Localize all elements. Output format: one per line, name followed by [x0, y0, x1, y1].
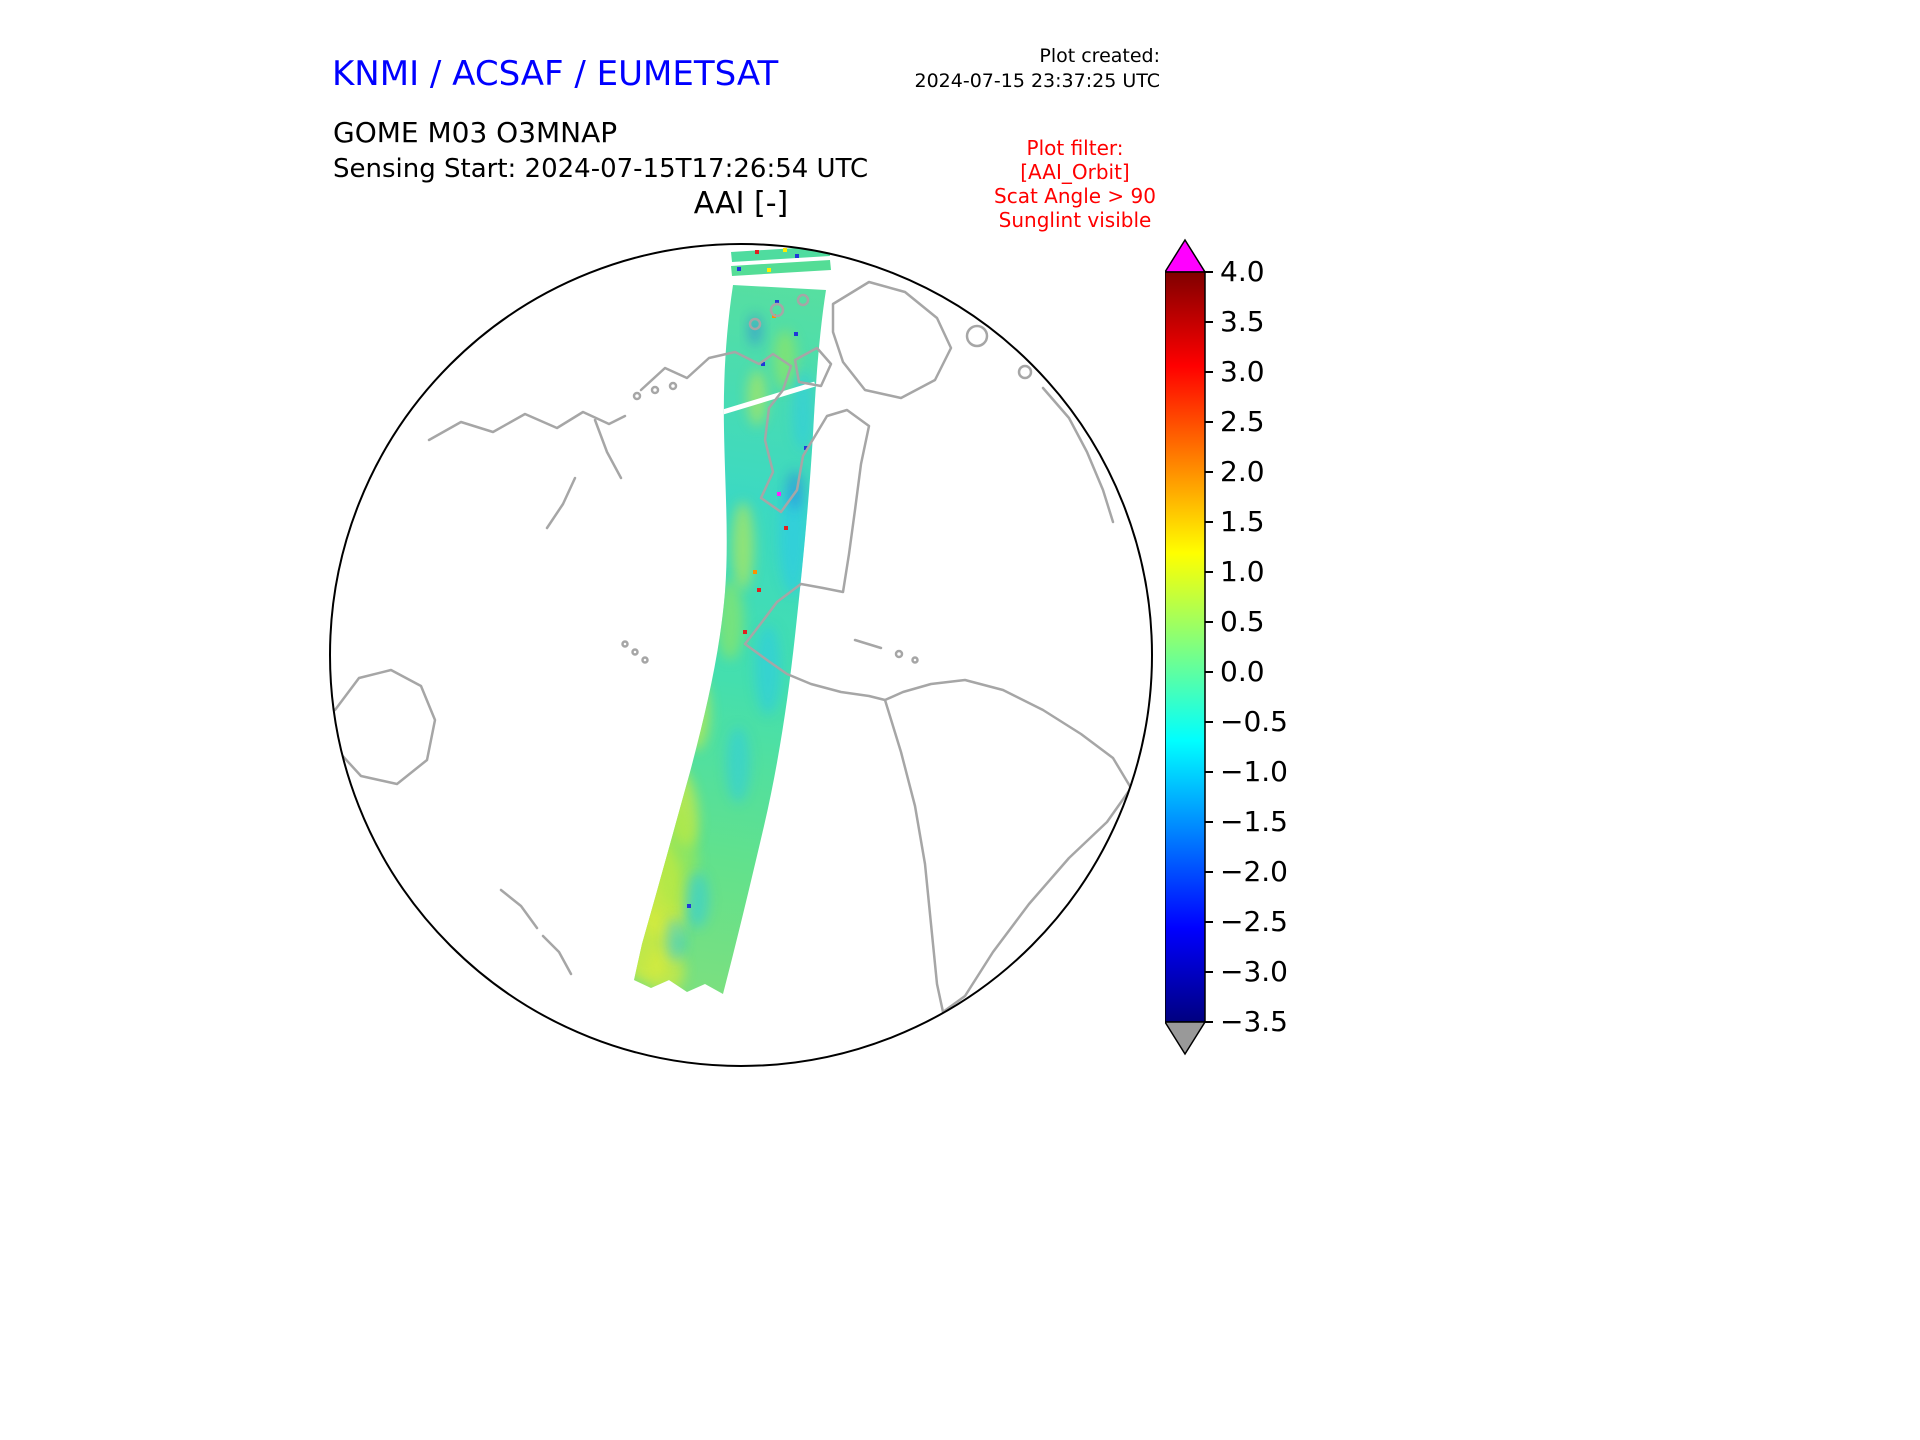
- globe-map: [329, 243, 1153, 1067]
- variable-title: AAI [-]: [693, 186, 789, 221]
- colorbar-tick-label: 3.5: [1220, 305, 1265, 338]
- plot-created: Plot created: 2024-07-15 23:37:25 UTC: [850, 44, 1161, 94]
- colorbar-gradient: [1165, 271, 1206, 1023]
- colorbar-over-arrow: [1165, 238, 1207, 273]
- colorbar-tick-label: −1.0: [1220, 755, 1288, 788]
- colorbar-tick-label: −1.5: [1220, 805, 1288, 838]
- plot-filter-label: Plot filter:: [1026, 136, 1124, 160]
- colorbar-tick-label: 2.0: [1220, 455, 1265, 488]
- coastline-kamchatka: [593, 418, 623, 480]
- coastline-japan: [545, 476, 577, 530]
- colorbar-tick-label: −3.0: [1220, 955, 1288, 988]
- plot-filter-line: Sunglint visible: [998, 208, 1152, 232]
- colorbar-tick-label: −3.5: [1220, 1005, 1288, 1038]
- globe-outline: [329, 243, 1153, 1067]
- colorbar-tick-label: −0.5: [1220, 705, 1288, 738]
- colorbar-tick-label: 1.0: [1220, 555, 1265, 588]
- plot-created-label: Plot created:: [1039, 45, 1160, 67]
- coastline-asia: [427, 410, 627, 442]
- coastline-north-america: [639, 350, 887, 702]
- colorbar-tick-label: 3.0: [1220, 355, 1265, 388]
- colorbar-tick-label: 2.5: [1220, 405, 1265, 438]
- swath-data-gap: [722, 381, 816, 415]
- aai-swath: [634, 285, 826, 994]
- coastline-south-america: [883, 678, 1133, 1014]
- plot-created-timestamp: 2024-07-15 23:37:25 UTC: [914, 70, 1161, 92]
- sensing-start: Sensing Start: 2024-07-15T17:26:54 UTC: [333, 154, 869, 184]
- coastline-australia: [333, 668, 437, 786]
- plot-filter-line: [AAI_Orbit]: [1020, 160, 1130, 184]
- colorbar: [1165, 238, 1213, 1056]
- coastline-greenland: [831, 280, 953, 400]
- colorbar-tick-label: 1.5: [1220, 505, 1265, 538]
- colorbar-under-arrow: [1165, 1021, 1207, 1056]
- colorbar-tick-label: 0.0: [1220, 655, 1265, 688]
- colorbar-tick-label: −2.5: [1220, 905, 1288, 938]
- plot-filter-line: Scat Angle > 90: [994, 184, 1156, 208]
- colorbar-tick-label: 0.5: [1220, 605, 1265, 638]
- page-title: KNMI / ACSAF / EUMETSAT: [332, 54, 779, 94]
- coastline-africa-limb: [1041, 386, 1115, 524]
- colorbar-tick-label: 4.0: [1220, 255, 1265, 288]
- colorbar-tick-label: −2.0: [1220, 855, 1288, 888]
- coastline-arctic-islands: [793, 346, 833, 388]
- colorbar-tickmarks: [1205, 271, 1213, 1023]
- product-name: GOME M03 O3MNAP: [333, 116, 618, 149]
- coastline-new-zealand: [499, 888, 573, 976]
- plot-filter: Plot filter: [AAI_Orbit] Scat Angle > 90…: [958, 136, 1192, 232]
- coastlines: [333, 280, 1133, 1014]
